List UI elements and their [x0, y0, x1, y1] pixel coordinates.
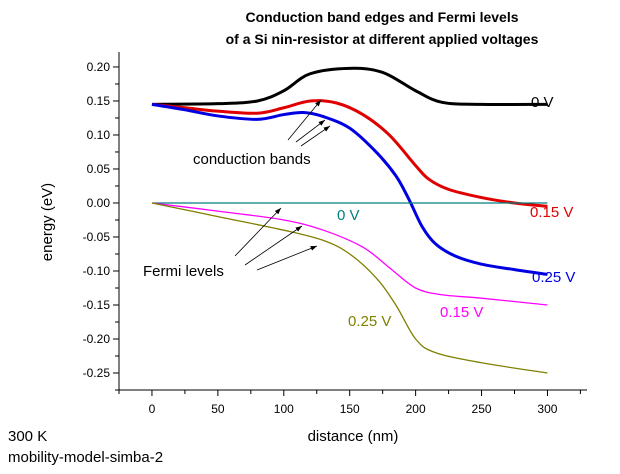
series-label-1: 0.15 V: [530, 204, 573, 221]
y-tick-label: 0.00: [87, 196, 111, 210]
temperature-label: 300 K: [8, 428, 47, 445]
y-tick-label: 0.15: [87, 94, 111, 108]
annotation-arrow: [287, 99, 322, 141]
series-line-2: [151, 102, 548, 276]
series-line-1: [151, 99, 548, 208]
y-tick-label: 0.20: [87, 60, 111, 74]
series-label-5: 0.25 V: [348, 313, 391, 330]
annotation-arrow: [234, 207, 282, 257]
series-label-3: 0 V: [337, 207, 360, 224]
series-line-4: [151, 202, 548, 306]
series-label-2: 0.25 V: [532, 269, 575, 286]
annotation-conduction-bands: conduction bands: [193, 151, 311, 168]
annotation-fermi-levels: Fermi levels: [143, 263, 224, 280]
chart-title-line-2: of a Si nin-resistor at different applie…: [226, 31, 539, 47]
x-axis-label: distance (nm): [308, 428, 399, 445]
x-tick-label: 100: [274, 402, 294, 416]
y-tick-label: -0.15: [83, 298, 111, 312]
x-tick-label: 150: [340, 402, 360, 416]
y-tick-label: -0.25: [83, 366, 111, 380]
series-labels: 0 V 0.15 V 0.25 V 0 V 0.15 V 0.25 V conduction…: [143, 94, 575, 330]
y-tick-label: -0.10: [83, 264, 111, 278]
x-tick-label: 50: [211, 402, 225, 416]
model-label: mobility-model-simba-2: [8, 449, 163, 466]
y-tick-label: -0.05: [83, 230, 111, 244]
annotation-arrow: [300, 125, 331, 147]
y-tick-label: 0.05: [87, 162, 111, 176]
annotation-arrow: [295, 119, 326, 143]
x-tick-label: 200: [406, 402, 426, 416]
series-label-0: 0 V: [531, 94, 554, 111]
axes: 0 50 100 150 200 250 300 0.20 0.15 0.10 0.05 0.00 -0…: [83, 52, 587, 416]
x-tick-label: 300: [537, 402, 557, 416]
series-lines: [151, 66, 548, 374]
series-line-0: [151, 66, 548, 107]
x-tick-label: 0: [149, 402, 156, 416]
series-label-4: 0.15 V: [440, 304, 483, 321]
y-axis-label: energy (eV): [39, 183, 56, 261]
y-tick-label: -0.20: [83, 332, 111, 346]
chart-title-line-1: Conduction band edges and Fermi levels: [245, 9, 518, 25]
series-line-5: [151, 202, 548, 374]
y-tick-label: 0.10: [87, 128, 111, 142]
annotation-arrow: [256, 245, 318, 271]
annotation-arrow: [244, 225, 303, 266]
x-tick-label: 250: [472, 402, 492, 416]
